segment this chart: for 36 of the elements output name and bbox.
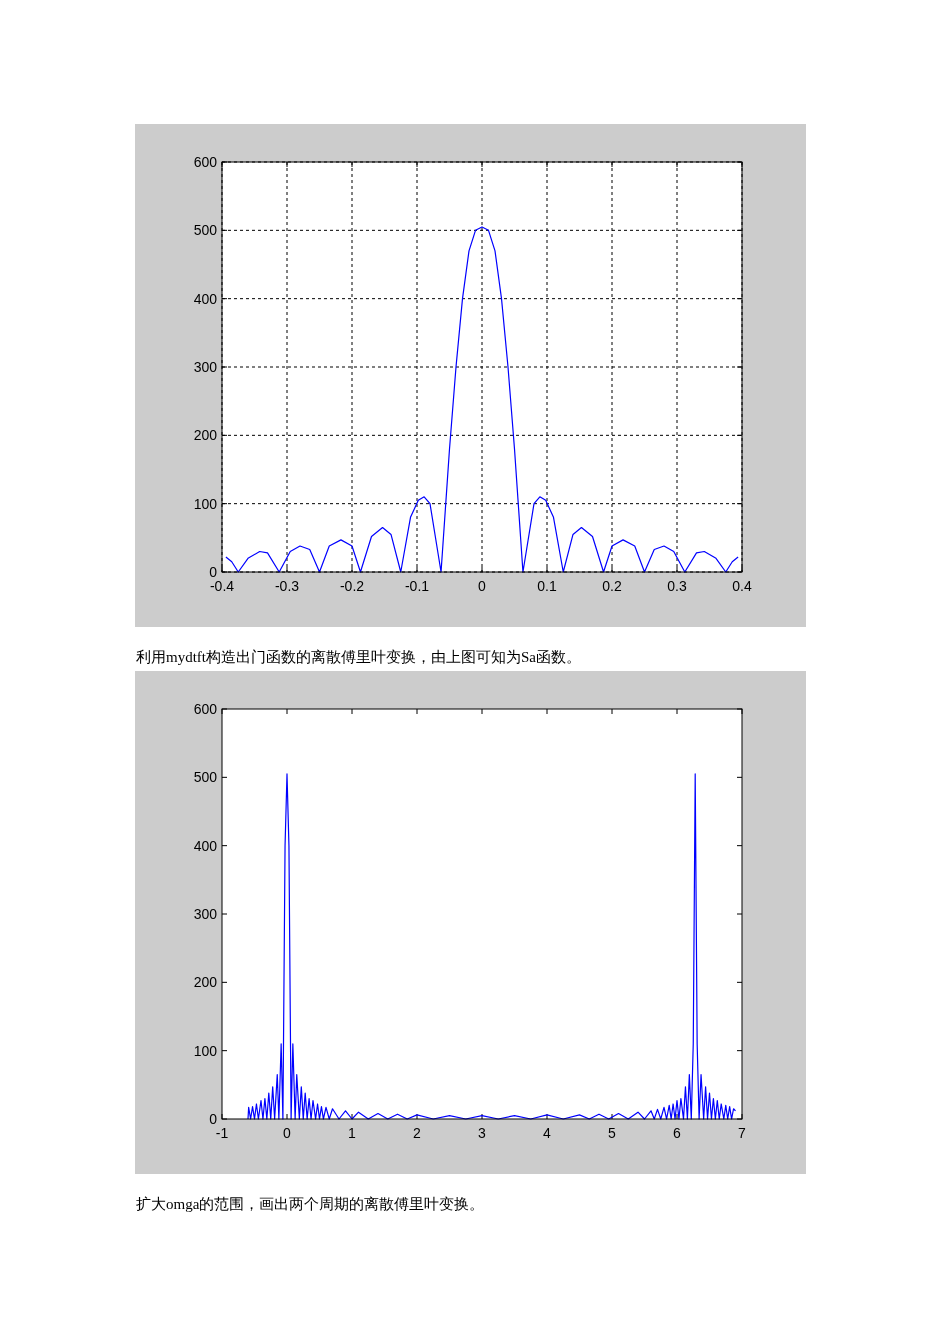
x-tick-label: 6: [673, 1125, 682, 1141]
x-tick-label: 0.1: [537, 578, 557, 594]
y-tick-label: 100: [193, 1042, 218, 1059]
x-tick-label: 7: [738, 1125, 747, 1141]
y-tick-label: 600: [193, 701, 218, 717]
x-tick-label: -0.3: [274, 578, 300, 594]
text: 利用mydtft构造出门函数的离散傅里叶变换，由上图可知为Sa函数。: [136, 648, 581, 667]
line-series: [247, 773, 737, 1120]
x-tick-label: 2: [413, 1125, 422, 1141]
x-tick-label: -0.2: [339, 578, 365, 594]
y-tick-label: 300: [193, 906, 218, 922]
y-tick-label: 0: [209, 564, 218, 580]
y-tick-label: 0: [209, 1111, 218, 1127]
x-tick-label: 5: [608, 1125, 617, 1141]
y-tick-label: 600: [193, 154, 218, 170]
x-tick-label: 0.4: [732, 578, 752, 594]
x-tick-label: -1: [215, 1125, 229, 1141]
x-tick-label: 1: [348, 1125, 357, 1141]
x-tick-label: 0: [283, 1125, 292, 1141]
x-tick-label: 0.2: [602, 578, 622, 594]
x-tick-label: 4: [543, 1125, 552, 1141]
y-tick-label: 400: [193, 837, 218, 854]
y-tick-label: 200: [193, 974, 218, 991]
y-tick-label: 100: [193, 495, 218, 512]
y-tick-label: 500: [193, 769, 218, 786]
x-tick-label: -0.1: [404, 578, 430, 594]
y-tick-label: 200: [193, 427, 218, 444]
y-tick-label: 400: [193, 290, 218, 307]
x-tick-label: 3: [478, 1125, 487, 1141]
line-series: [225, 226, 739, 573]
x-tick-label: 0: [478, 578, 487, 594]
x-tick-label: 0.3: [667, 578, 687, 594]
y-tick-label: 500: [193, 222, 218, 239]
x-tick-label: -0.4: [209, 578, 235, 594]
y-tick-label: 300: [193, 359, 218, 375]
text: 扩大omga的范围，画出两个周期的离散傅里叶变换。: [136, 1195, 485, 1214]
